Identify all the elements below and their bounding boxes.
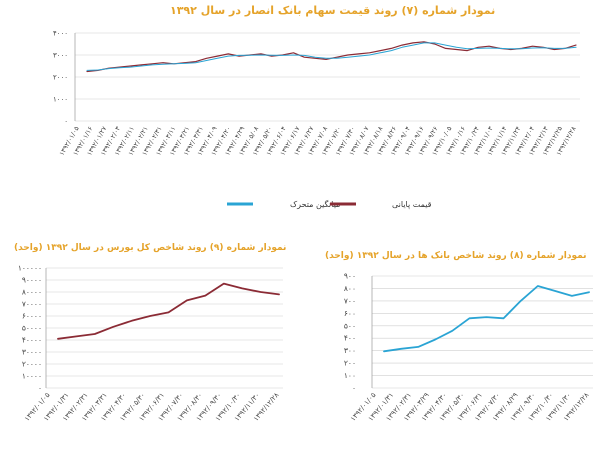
y-tick-label: ۱۰۰۰۰۰	[18, 264, 42, 273]
y-tick-label: ۱۰۰	[344, 371, 356, 380]
series-line-1	[383, 285, 590, 353]
y-tick-label: ۵۰۰	[344, 321, 356, 330]
y-tick-label: ۳۰۰۰۰	[22, 348, 42, 357]
y-tick-label: ۰	[38, 384, 42, 393]
legend-label: قیمت پایانی	[392, 200, 432, 209]
chart1-title: نمودار شماره (۷) روند قیمت سهام بانک انص…	[170, 4, 496, 17]
y-tick-label: ۶۰۰۰۰	[22, 312, 42, 321]
y-tick-label: ۴۰۰۰	[53, 30, 68, 38]
chart-2: ۱۰۰۰۰۰۹۰۰۰۰۸۰۰۰۰۷۰۰۰۰۶۰۰۰۰۵۰۰۰۰۴۰۰۰۰۳۰۰۰…	[18, 264, 283, 423]
y-tick-label: ۵۰۰۰۰	[22, 324, 42, 333]
y-tick-label: ۰	[352, 384, 356, 393]
y-tick-label: ۹۰۰۰۰	[22, 276, 42, 285]
y-tick-label: ۷۰۰	[344, 296, 356, 305]
y-tick-label: ۳۰۰	[344, 346, 356, 355]
y-tick-label: ۴۰۰	[344, 334, 356, 343]
y-tick-label: ۲۰۰۰۰	[22, 360, 42, 369]
y-tick-label: ۲۰۰۰	[53, 74, 68, 82]
y-tick-label: ۸۰۰۰۰	[22, 288, 42, 297]
chart-3: ۹۰۰۸۰۰۷۰۰۶۰۰۵۰۰۴۰۰۳۰۰۲۰۰۱۰۰۰۱۳۹۲/۰۱/۰۵۱۳…	[344, 272, 593, 423]
chart-1: ۴۰۰۰۳۰۰۰۲۰۰۰۱۰۰۰۰۱۳۹۲/۰۱/۰۵۱۳۹۲/۰۱/۱۶۱۳۹…	[53, 30, 580, 157]
y-tick-label: ۱۰۰۰	[53, 96, 68, 104]
y-tick-label: ۰	[64, 118, 68, 126]
series-line-2	[86, 42, 577, 71]
y-tick-label: ۳۰۰۰	[53, 52, 68, 60]
y-tick-label: ۸۰۰	[344, 284, 356, 293]
y-tick-label: ۹۰۰	[344, 272, 356, 281]
series-line-1	[57, 282, 280, 340]
y-tick-label: ۱۰۰۰۰	[22, 372, 42, 381]
chart2-title: نمودار شماره (۹) روند شاخص کل بورس در سا…	[14, 243, 287, 253]
series-line-1	[86, 41, 577, 73]
y-tick-label: ۷۰۰۰۰	[22, 300, 42, 309]
legend-label: میانگین متحرک	[290, 199, 340, 209]
y-tick-label: ۲۰۰	[344, 359, 356, 368]
chart1-legend: میانگین متحرک قیمت پایانی	[227, 199, 432, 209]
y-tick-label: ۴۰۰۰۰	[22, 336, 42, 345]
chart3-title: نمودار شماره (۸) روند شاخص بانک ها در سا…	[325, 251, 587, 261]
y-tick-label: ۶۰۰	[344, 309, 356, 318]
